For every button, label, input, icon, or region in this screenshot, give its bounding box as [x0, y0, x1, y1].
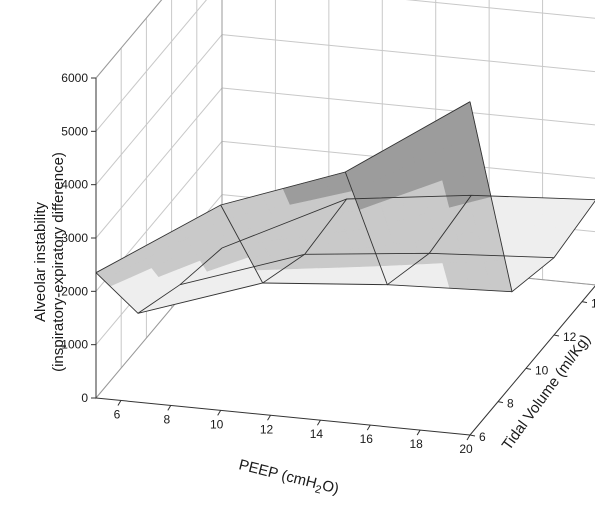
z-tick-label: 4000	[61, 178, 88, 192]
x-axis-line	[95, 397, 471, 436]
z-tick-label: 5000	[61, 124, 88, 138]
z-axis-title: Alveolar instability	[32, 201, 49, 322]
surface-mesh-line	[221, 194, 595, 249]
surface-mesh-line	[344, 171, 472, 286]
surface-plot	[95, 101, 595, 314]
surface-mesh-line	[95, 247, 223, 314]
z-tick-label: 0	[81, 391, 88, 405]
y-tick-mark	[525, 367, 532, 370]
x-tick-mark	[117, 400, 122, 406]
y-tick-label: 12	[563, 330, 577, 344]
x-axis-title-subscript: 2	[314, 483, 323, 496]
surface-mesh-line	[137, 282, 513, 314]
z-tick-label: 1000	[61, 338, 88, 352]
wall-back-gridline	[221, 34, 595, 73]
x-axis-title-end: O)	[320, 477, 340, 498]
x-tick-label: 12	[260, 422, 274, 436]
y-axis-title: Tidal Volume (ml/Kg)	[499, 331, 594, 453]
z-tick-label: 3000	[61, 231, 88, 245]
surface-mesh-line	[95, 101, 471, 274]
wall-left-gridline	[95, 87, 223, 239]
x-tick-mark	[466, 434, 471, 441]
y-tick-mark	[469, 434, 476, 437]
wall-left-gridline	[95, 0, 207, 132]
axes	[91, 77, 595, 441]
x-tick-label: 8	[163, 412, 170, 426]
y-tick-mark	[497, 401, 504, 404]
x-tick-label: 14	[310, 427, 324, 441]
y-axis-line	[469, 285, 595, 436]
x-axis-title-main: PEEP (cmH	[237, 456, 318, 492]
y-tick-label: 10	[535, 363, 549, 377]
surface-mesh-line	[220, 198, 348, 284]
wall-left-gridline	[95, 0, 163, 79]
z-tick-label: 6000	[61, 71, 88, 85]
wall-back-gridline	[405, 0, 595, 19]
z-axis-title-line2: (inspiratory-expiratory difference)	[50, 152, 67, 372]
wall-back-gridline	[221, 87, 595, 126]
x-tick-mark	[366, 424, 371, 431]
x-tick-mark	[316, 419, 321, 426]
x-tick-mark	[416, 429, 421, 436]
surface-mesh-line	[469, 101, 595, 293]
tick-labels: 0 1000 2000 3000 4000 5000 6000 6 8 10 12 14 16 18 20 6…	[61, 71, 595, 456]
z-tick-label: 2000	[61, 284, 88, 298]
x-tick-mark	[267, 415, 271, 421]
x-tick-label: 20	[459, 442, 473, 456]
y-tick-label: 8	[507, 397, 514, 411]
x-axis-title: PEEP (cmH2O)	[236, 456, 340, 500]
surface-mesh-line	[179, 252, 555, 286]
y-tick-label: 14	[591, 297, 595, 311]
x-tick-mark	[167, 405, 172, 411]
x-tick-label: 16	[360, 432, 374, 446]
wall-frame	[95, 0, 223, 400]
y-tick-mark	[581, 301, 588, 304]
x-tick-label: 10	[210, 417, 224, 431]
y-tick-mark	[553, 334, 560, 337]
x-tick-label: 18	[409, 437, 423, 451]
x-tick-mark	[217, 410, 222, 416]
wall-left-gridline	[95, 34, 223, 185]
x-tick-label: 6	[114, 407, 121, 421]
y-tick-label: 6	[479, 430, 486, 444]
